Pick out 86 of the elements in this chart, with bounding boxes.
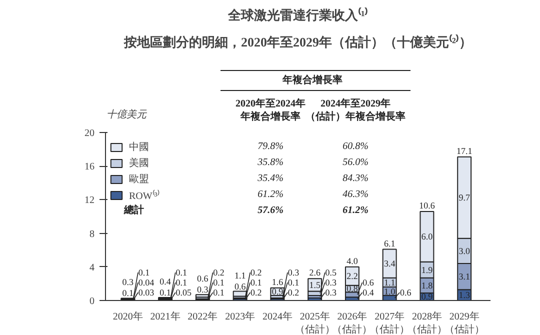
data-label: 0.6 [400, 288, 412, 298]
total-label: 1.6 [272, 276, 284, 287]
total-label: 0.4 [160, 276, 172, 287]
y-tick-label: 12 [84, 195, 94, 206]
data-label: 1.1 [384, 277, 396, 288]
annotation: 46.3% [342, 189, 368, 200]
data-label: 0.9 [421, 292, 434, 302]
y-tick-label: 0 [90, 296, 94, 307]
text: 年複合增長率 [282, 75, 342, 86]
data-label: 0.3 [325, 278, 338, 288]
annotation: 61.2% [258, 189, 284, 200]
y-tick-label: 8 [90, 228, 94, 240]
data-label: 0.5 [325, 268, 338, 278]
data-label: 0.6 [362, 278, 374, 288]
data-label: 0.1 [176, 278, 188, 288]
text: 年複合增長率 [240, 110, 300, 123]
legend-label: 美國 [129, 156, 149, 170]
annotation: 57.6% [258, 205, 284, 216]
data-label: 1.9 [421, 264, 434, 275]
x-tick-label: 2026年（估計） [332, 310, 372, 335]
annotation: 35.8% [256, 157, 284, 168]
data-label: 1.3 [458, 290, 470, 300]
annotation: 總計 [123, 204, 144, 216]
data-label: 0.1 [213, 288, 224, 298]
data-label: 0.1 [160, 288, 171, 298]
data-label: 0.8 [346, 284, 358, 294]
total-label: 0.6 [197, 274, 209, 284]
annotation: 56.0% [342, 157, 368, 168]
data-label: 0.2 [250, 268, 262, 278]
data-label: 1.8 [421, 280, 434, 290]
data-label: 0.1 [250, 278, 262, 288]
data-label: 1.5 [309, 280, 321, 290]
data-label: 0.03 [138, 288, 155, 298]
data-label: 0.1 [176, 268, 188, 278]
x-tick-label: 2024年 [262, 310, 292, 322]
data-label: 0.2 [213, 268, 224, 278]
legend-label: 中國 [129, 140, 149, 154]
legend-label: ROW⁽³⁾ [129, 188, 160, 202]
data-label: 2.2 [346, 271, 358, 282]
data-label: 0.1 [213, 278, 224, 288]
x-tick-label: 2020年 [112, 310, 143, 322]
x-tick-label: 2022年 [188, 310, 218, 322]
annotation: 35.4% [256, 173, 284, 184]
data-label: 1.0 [384, 286, 396, 296]
data-label: 0.2 [250, 288, 262, 298]
data-label: 6.0 [421, 232, 434, 242]
total-label: 10.6 [419, 200, 436, 210]
data-label: 0.3 [197, 284, 209, 295]
x-tick-label: 2023年 [225, 310, 256, 322]
annotation: 84.3% [342, 173, 368, 184]
data-label: 0.04 [138, 278, 155, 288]
legend-label: 歐盟 [129, 173, 149, 186]
total-label: 4.0 [346, 256, 358, 266]
data-label: 0.6 [234, 281, 246, 292]
y-tick-label: 16 [84, 162, 94, 173]
data-label: 0.3 [288, 268, 300, 278]
data-label: 0.9 [272, 286, 284, 297]
chart-title: 全球激光雷達行業收入⁽¹⁾ [227, 6, 368, 22]
y-tick-label: 20 [84, 128, 94, 139]
total-label: 1.1 [234, 270, 246, 280]
data-label: 0.1 [288, 278, 300, 288]
data-label: 3.0 [458, 246, 470, 256]
annotation: 79.8% [258, 141, 284, 152]
data-label: 0.3 [325, 288, 338, 298]
text: 2020年至2024年 [236, 98, 306, 110]
total-label: 6.1 [384, 238, 396, 248]
data-label: 0.1 [138, 268, 150, 278]
chart-subtitle: 按地區劃分的明細，2020年至2029年（估計）（十億美元⁽²⁾） [123, 34, 472, 50]
total-label: 17.1 [456, 146, 472, 156]
data-label: 0.4 [362, 288, 374, 298]
y-tick-label: 4 [90, 262, 94, 274]
data-label: 0.1 [122, 288, 134, 298]
data-label: 3.1 [458, 272, 470, 282]
total-label: 0.3 [122, 277, 134, 288]
text: 2024年至2029年（估計）年複合增長率 [306, 97, 406, 123]
data-label: 3.4 [384, 258, 396, 269]
total-label: 2.6 [309, 268, 321, 278]
data-label: 0.05 [176, 288, 192, 298]
data-label: 0.2 [288, 288, 300, 298]
annotation: 60.8% [342, 141, 368, 152]
annotation: 61.2% [342, 205, 368, 216]
x-tick-label: 2025年（估計） [294, 310, 335, 335]
x-tick-label: 2021年 [150, 310, 180, 322]
y-axis-title: 十億美元 [106, 108, 148, 120]
data-label: 9.7 [458, 192, 470, 203]
x-tick-label: 2029年（估計） [444, 310, 484, 335]
